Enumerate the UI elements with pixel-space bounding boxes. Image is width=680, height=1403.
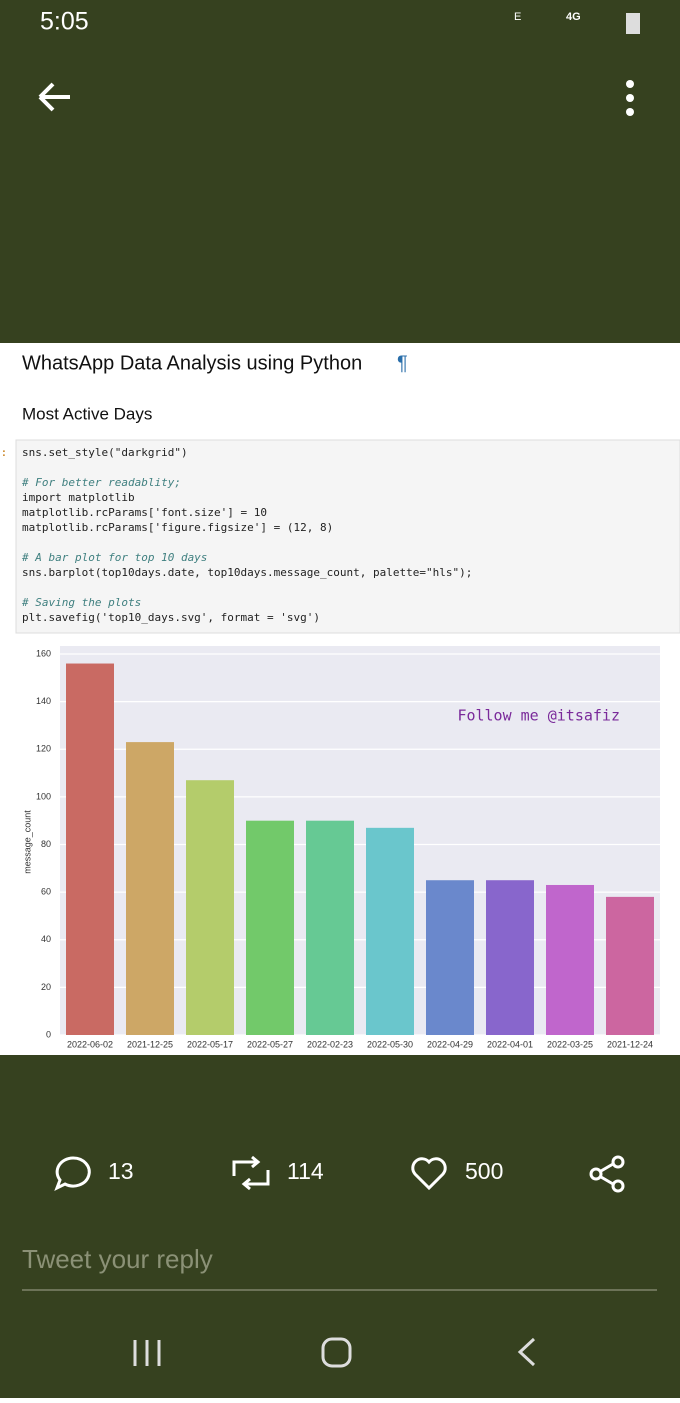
like-button[interactable] bbox=[411, 1157, 447, 1191]
anchor-link: ¶ bbox=[397, 352, 408, 374]
code-line: matplotlib.rcParams['font.size'] = 10 bbox=[22, 506, 267, 519]
retweet-button[interactable] bbox=[232, 1155, 270, 1191]
recents-button[interactable] bbox=[133, 1340, 161, 1366]
network-e: E bbox=[514, 11, 521, 23]
x-tick-label: 2022-02-23 bbox=[307, 1039, 353, 1049]
menu-button[interactable] bbox=[626, 80, 634, 116]
reply-input[interactable]: Tweet your reply bbox=[22, 1244, 213, 1274]
x-tick-label: 2021-12-24 bbox=[607, 1039, 653, 1049]
back-button[interactable] bbox=[38, 82, 70, 112]
bar bbox=[66, 663, 114, 1035]
cell-prompt: ]: bbox=[0, 446, 7, 459]
x-tick-label: 2022-05-27 bbox=[247, 1039, 293, 1049]
share-button[interactable] bbox=[589, 1155, 625, 1193]
y-tick-label: 80 bbox=[41, 839, 51, 849]
code-line: # For better readablity; bbox=[21, 476, 181, 489]
code-cell bbox=[15, 439, 680, 634]
time: 5:05 bbox=[40, 8, 89, 36]
y-tick-label: 140 bbox=[36, 696, 51, 706]
code-line: # Saving the plots bbox=[21, 596, 141, 609]
y-tick-label: 60 bbox=[41, 887, 51, 897]
bar bbox=[186, 780, 234, 1035]
y-tick-label: 160 bbox=[36, 648, 51, 658]
code-line: # A bar plot for top 10 days bbox=[21, 551, 207, 564]
x-tick-label: 2022-04-29 bbox=[427, 1039, 473, 1049]
bar bbox=[426, 880, 474, 1035]
home-button[interactable] bbox=[321, 1337, 352, 1368]
notebook-subtitle: Most Active Days bbox=[22, 404, 152, 423]
x-tick-label: 2021-12-25 bbox=[127, 1039, 173, 1049]
y-tick-label: 100 bbox=[36, 791, 51, 801]
y-tick-label: 0 bbox=[46, 1029, 51, 1039]
bar bbox=[546, 884, 594, 1035]
notebook-title: WhatsApp Data Analysis using Python bbox=[22, 352, 362, 374]
code-line: sns.set_style("darkgrid") bbox=[22, 446, 188, 459]
code-line: matplotlib.rcParams['figure.figsize'] = … bbox=[22, 521, 333, 534]
bar bbox=[486, 880, 534, 1035]
x-tick-label: 2022-03-25 bbox=[547, 1039, 593, 1049]
code-line: plt.savefig('top10_days.svg', format = '… bbox=[22, 611, 320, 624]
bar bbox=[606, 896, 654, 1035]
x-tick-label: 2022-04-01 bbox=[487, 1039, 533, 1049]
y-tick-label: 20 bbox=[41, 982, 51, 992]
retweet-count: 114 bbox=[287, 1158, 324, 1184]
network-4g: 4G bbox=[566, 11, 581, 23]
y-tick-label: 120 bbox=[36, 744, 51, 754]
chart: 0 20 40 60 80 100 120 140 160 2022-06-02 2021-12-2… bbox=[36, 648, 660, 1049]
code-line: import matplotlib bbox=[22, 491, 135, 504]
code: sns.set_style("darkgrid") # For better re… bbox=[21, 446, 472, 624]
battery-icon bbox=[626, 13, 640, 34]
bar bbox=[366, 827, 414, 1035]
y-axis-label: message_count bbox=[22, 810, 32, 874]
x-tick-label: 2022-06-02 bbox=[67, 1039, 113, 1049]
bar bbox=[246, 820, 294, 1035]
bar bbox=[306, 820, 354, 1035]
nav-back-button[interactable] bbox=[517, 1337, 536, 1367]
nav-bar bbox=[133, 1337, 536, 1368]
reply-button[interactable] bbox=[54, 1156, 91, 1192]
y-tick-label: 40 bbox=[41, 934, 51, 944]
bar bbox=[126, 742, 174, 1035]
code-line: sns.barplot(top10days.date, top10days.me… bbox=[22, 566, 472, 579]
reply-count: 13 bbox=[108, 1158, 134, 1184]
annotation: Follow me @itsafiz bbox=[457, 707, 620, 725]
x-tick-label: 2022-05-30 bbox=[367, 1039, 413, 1049]
x-tick-label: 2022-05-17 bbox=[187, 1039, 233, 1049]
like-count: 500 bbox=[465, 1158, 503, 1184]
